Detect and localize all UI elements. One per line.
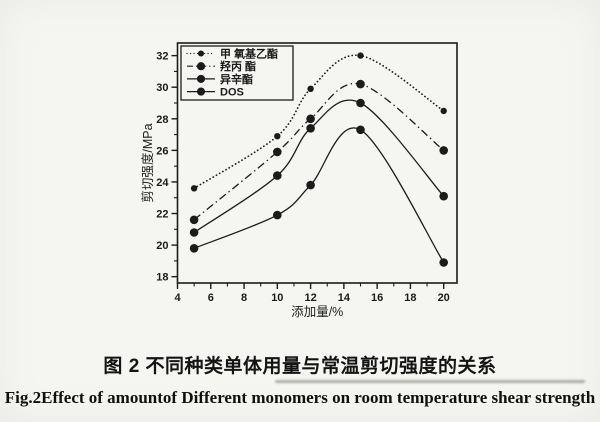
data-point-series-2 xyxy=(306,114,315,124)
x-tick-label: 16 xyxy=(371,292,383,304)
y-tick-label: 22 xyxy=(156,209,168,221)
y-tick-label: 32 xyxy=(156,51,168,63)
series-curve-4 xyxy=(193,127,445,263)
legend-marker-icon xyxy=(196,74,206,83)
y-tick-label: 26 xyxy=(156,145,168,157)
series-curve-1 xyxy=(193,54,445,190)
data-point-series-4 xyxy=(306,180,315,190)
shear-strength-line-chart: 4 6 8 10 12 14 16 18 20 18 20 22 24 26 28 30 32 添加量/% 剪切强度… xyxy=(140,42,458,319)
figure-2-chart-area: 4 6 8 10 12 14 16 18 20 18 20 22 24 26 28 30 32 添加量/% 剪切强度… xyxy=(140,42,458,319)
data-point-series-3 xyxy=(439,191,449,201)
x-tick-label: 10 xyxy=(271,292,283,304)
data-point-series-1 xyxy=(307,85,314,93)
x-tick-label: 6 xyxy=(208,292,214,304)
data-point-series-1 xyxy=(440,107,447,115)
series-curve-3 xyxy=(193,99,445,234)
data-point-series-1 xyxy=(190,185,198,192)
y-tick-label: 24 xyxy=(156,177,169,189)
x-axis-label: 添加量/% xyxy=(291,305,343,319)
data-point-series-1 xyxy=(357,52,364,59)
figure-caption-chinese: 图 2 不同种类单体用量与常温剪切强度的关系 xyxy=(103,356,497,377)
x-tick-label: 8 xyxy=(241,292,247,304)
y-tick-label: 20 xyxy=(156,240,168,252)
x-tick-label: 12 xyxy=(304,292,316,304)
y-tick-label: 18 xyxy=(156,272,168,284)
legend-label: DOS xyxy=(220,87,244,99)
figure-caption-english: Fig.2Effect of amountof Different monome… xyxy=(4,388,596,407)
legend-marker-icon xyxy=(197,50,205,57)
data-point-series-3 xyxy=(189,228,199,237)
y-tick-label: 30 xyxy=(156,82,168,94)
x-tick-label: 4 xyxy=(174,292,181,304)
legend-label: 异辛酯 xyxy=(220,72,253,86)
plot-frame xyxy=(176,42,458,284)
series-curve-2 xyxy=(193,82,445,221)
x-tick-label: 14 xyxy=(338,292,351,304)
scan-artifact-smudge xyxy=(275,380,585,383)
data-point-series-4 xyxy=(189,244,199,253)
legend-marker-icon xyxy=(196,87,206,96)
legend-label: 羟丙 酯 xyxy=(220,59,256,73)
data-point-series-4 xyxy=(439,258,449,267)
data-point-series-3 xyxy=(356,98,365,108)
data-point-series-4 xyxy=(273,210,282,220)
data-point-series-1 xyxy=(274,133,281,140)
data-point-series-2 xyxy=(356,79,365,89)
y-axis-label: 剪切强度/MPa xyxy=(140,123,155,202)
data-point-series-2 xyxy=(273,147,282,157)
x-tick-label: 20 xyxy=(438,292,450,304)
data-point-series-2 xyxy=(189,215,199,225)
data-point-series-3 xyxy=(306,124,315,133)
y-tick-label: 28 xyxy=(156,114,168,126)
legend-label: 甲 氧基乙酯 xyxy=(220,47,278,61)
data-point-series-4 xyxy=(356,125,365,135)
data-point-series-3 xyxy=(273,171,282,180)
x-tick-label: 18 xyxy=(404,292,416,304)
legend-marker-icon xyxy=(196,62,206,71)
data-point-series-2 xyxy=(439,146,449,155)
